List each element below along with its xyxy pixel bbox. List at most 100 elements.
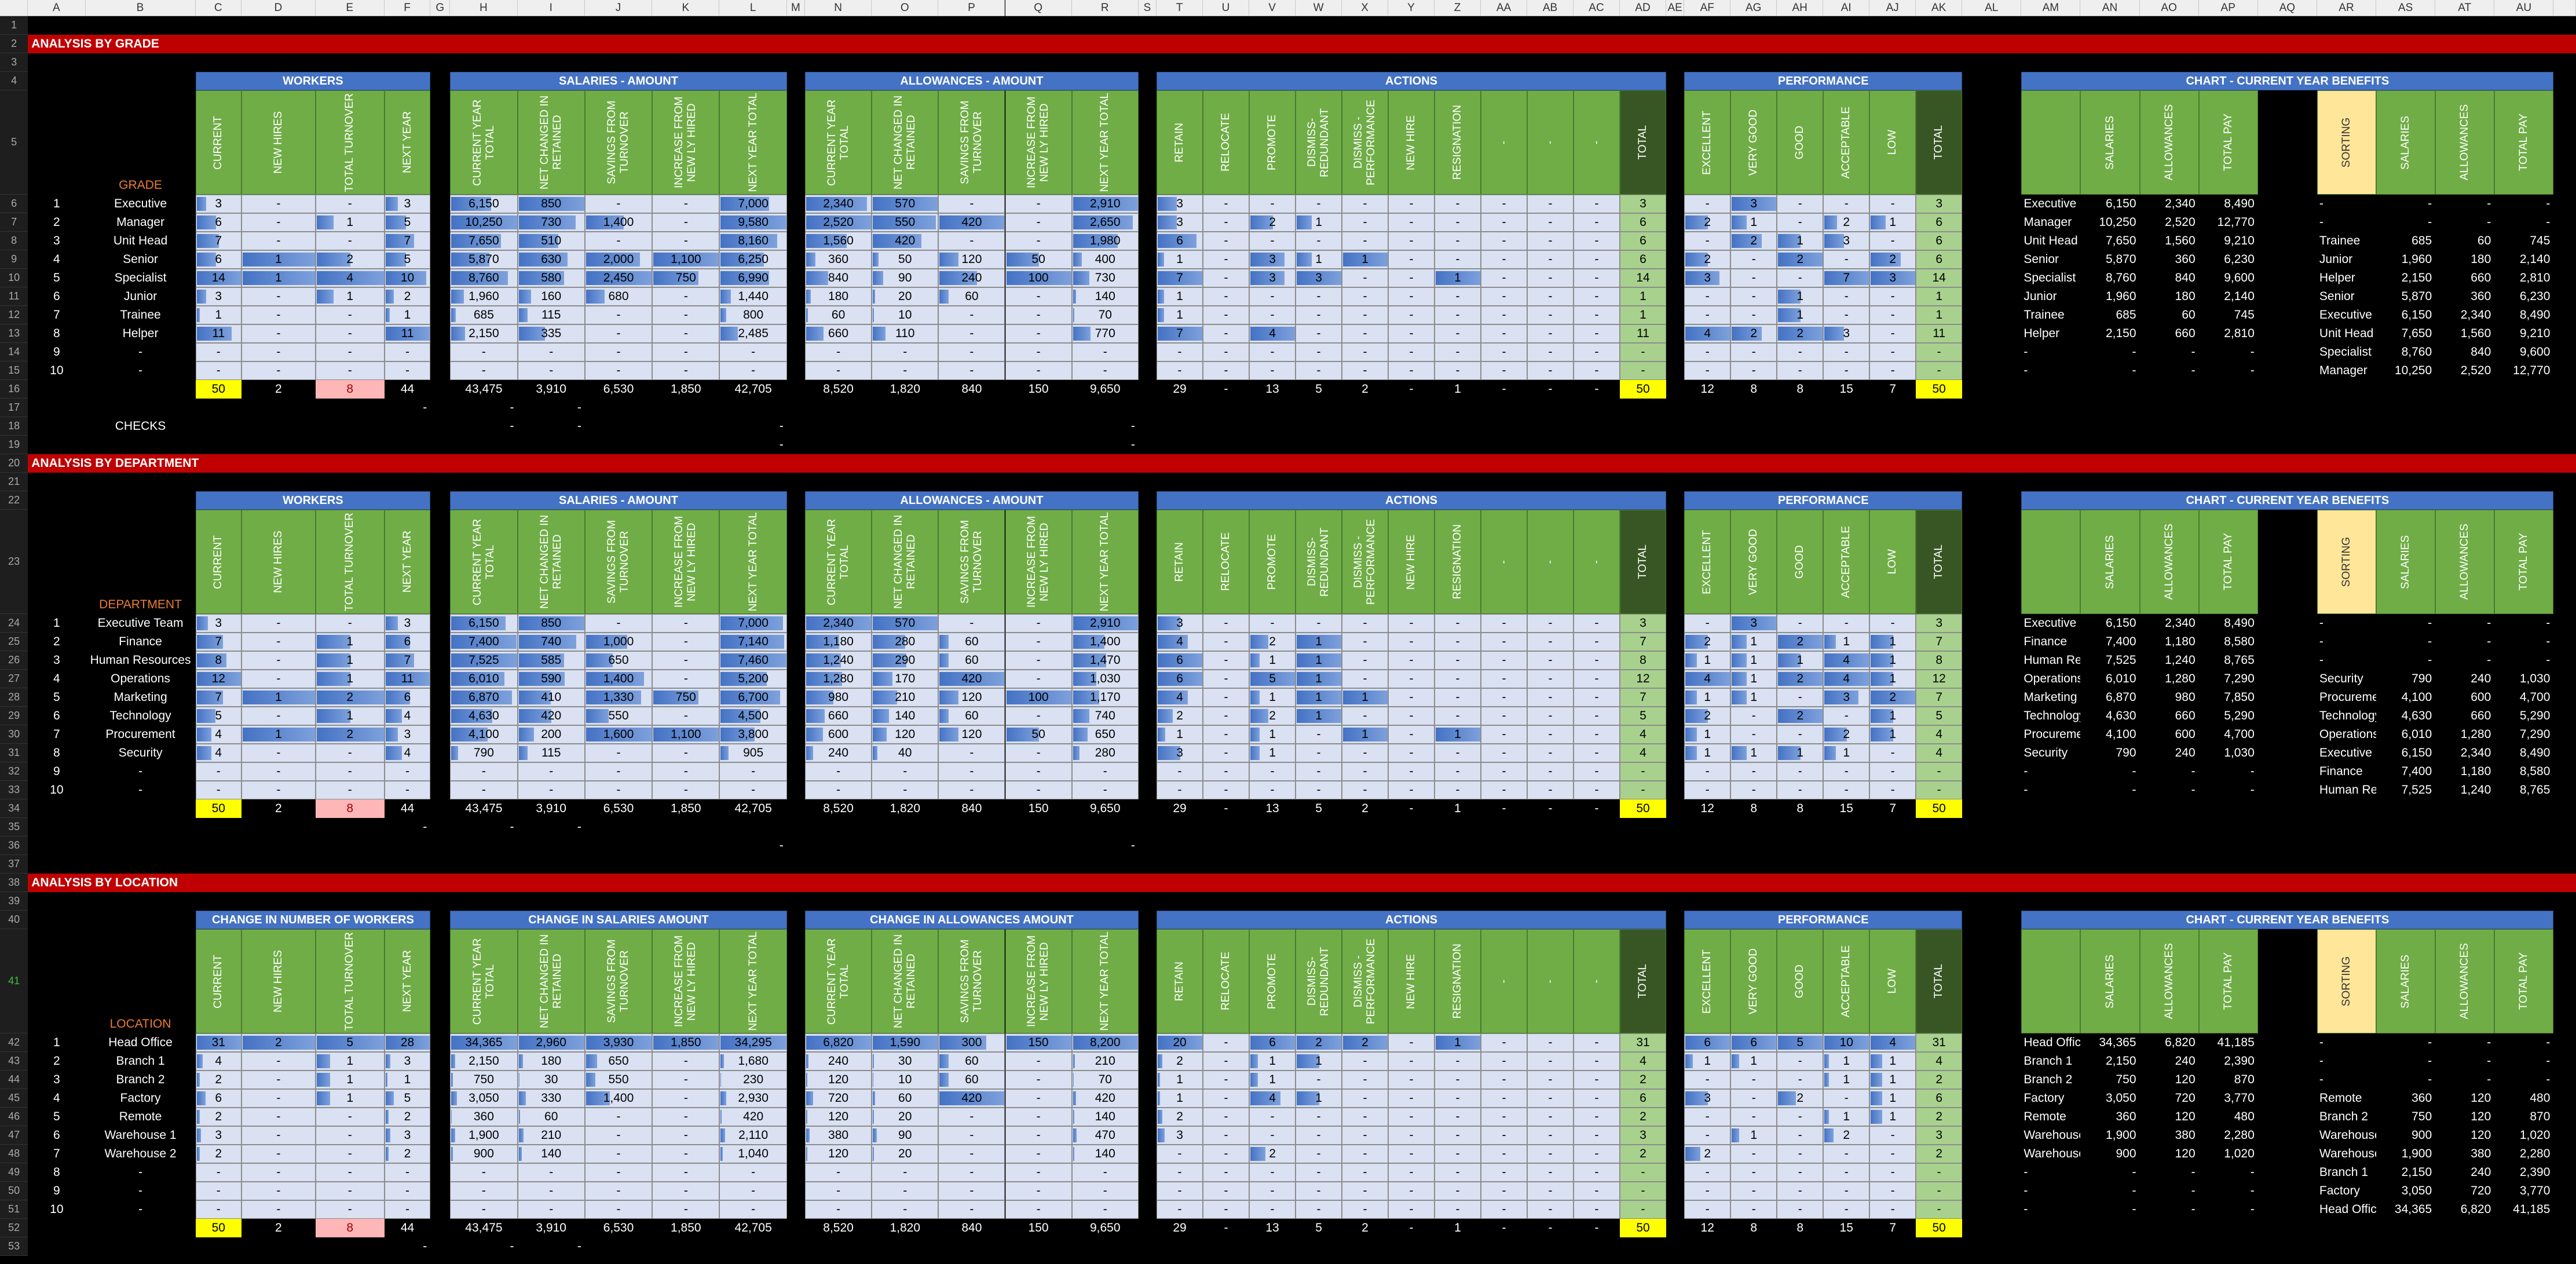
data-cell: -: [1620, 762, 1666, 781]
column-header: AU: [2494, 0, 2554, 16]
column-title: NEXT YEAR: [384, 510, 431, 614]
cell-value: 6: [1640, 1091, 1646, 1105]
data-cell: 20: [872, 1145, 939, 1163]
data-cell: -: [241, 1163, 316, 1182]
cell-value: 1: [1315, 653, 1322, 667]
data-cell: 2: [1777, 633, 1824, 651]
data-cell: -: [652, 1089, 720, 1108]
cell-value: 60: [965, 290, 979, 303]
cell-value: 200: [541, 728, 562, 741]
total-cell: 8: [1796, 1221, 1804, 1234]
sorted-cell: -: [2546, 1054, 2551, 1068]
cell-value: -: [1224, 691, 1228, 704]
cell-value: 1,000: [603, 635, 634, 648]
total-cell: 7: [1889, 802, 1897, 815]
cell-value: -: [616, 345, 621, 359]
data-cell: -: [450, 1182, 518, 1200]
data-cell: 410: [517, 688, 585, 707]
data-cell: -: [1730, 361, 1777, 380]
sorted-cell: 2,150: [2401, 271, 2432, 284]
column-title: DISMISS - PERFORMANCE: [1342, 90, 1389, 195]
data-bar: [196, 728, 212, 741]
data-bar: [316, 1073, 331, 1087]
cell-value: -: [1224, 271, 1228, 284]
chart-cell: 240: [2175, 1054, 2196, 1068]
cell-value: -: [616, 327, 621, 340]
cell-value: 6,150: [469, 616, 499, 630]
cell-value: 7: [1176, 327, 1183, 340]
cell-value: -: [1641, 783, 1645, 797]
data-cell: 2: [1684, 213, 1731, 232]
data-cell: 30: [517, 1071, 585, 1089]
data-bar: [939, 709, 949, 723]
data-cell: 11: [1916, 324, 1963, 343]
data-cell: 1: [1869, 1071, 1916, 1089]
data-bar: [1250, 271, 1285, 285]
cell-value: -: [1316, 746, 1321, 759]
cell-value: -: [1548, 364, 1553, 377]
data-cell: 2: [1777, 670, 1824, 688]
cell-value: 1: [1843, 1110, 1850, 1123]
cell-value: 1: [1750, 635, 1758, 648]
chart-cell: 8,580: [2224, 635, 2255, 648]
data-cell: -: [1481, 633, 1528, 651]
data-cell: -: [1203, 195, 1250, 213]
row-header: 31: [0, 744, 28, 762]
chart-cell: Head Office: [2024, 1036, 2081, 1049]
cell-value: -: [1502, 1166, 1506, 1179]
column-title: NEW HIRE: [1388, 929, 1435, 1033]
cell-value: -: [1641, 364, 1645, 377]
row-number: 10: [50, 364, 64, 377]
cell-value: -: [683, 746, 688, 759]
row-number: 6: [53, 290, 60, 303]
cell-value: -: [1455, 1184, 1460, 1197]
data-cell: -: [1574, 1126, 1620, 1145]
cell-value: -: [751, 1166, 756, 1179]
data-cell: 2: [1249, 633, 1296, 651]
cell-value: 6,990: [738, 271, 769, 284]
cell-value: 3: [215, 290, 222, 303]
data-cell: -: [719, 762, 787, 781]
column-title-text: DISMISS- REDUNDANT: [1306, 108, 1331, 177]
data-cell: -: [1574, 232, 1620, 250]
data-cell: 1: [1730, 651, 1777, 670]
cell-value: 2,520: [823, 215, 854, 229]
data-cell: 2: [1823, 725, 1870, 744]
cell-value: 2,340: [823, 616, 854, 630]
data-cell: 1,400: [584, 1089, 653, 1108]
column-title-text: CURRENT: [212, 954, 225, 1009]
cell-value: 1,280: [823, 672, 854, 685]
data-cell: 3: [195, 195, 241, 213]
data-cell: -: [1574, 1033, 1620, 1052]
cell-value: -: [1103, 345, 1107, 359]
data-cell: 1: [315, 213, 385, 232]
data-cell: 5,200: [719, 670, 787, 688]
column-title-text: NEXT YEAR TOTAL: [1099, 931, 1111, 1031]
data-cell: 4: [195, 725, 241, 744]
data-cell: -: [1869, 1182, 1916, 1200]
check-cell: -: [423, 401, 427, 414]
cell-value: -: [616, 1184, 621, 1197]
column-title: CURRENT: [195, 929, 241, 1033]
group-header: ALLOWANCES - AMOUNT: [805, 491, 1139, 510]
chart-cell: Warehouse 2: [2024, 1147, 2081, 1160]
cell-value: -: [969, 234, 974, 247]
total-cell: -: [1594, 382, 1599, 396]
cell-value: 3: [1176, 215, 1183, 229]
cell-value: 60: [965, 709, 979, 722]
cell-value: 2,910: [1089, 616, 1121, 630]
data-cell: -: [1342, 1126, 1389, 1145]
cell-value: -: [1316, 197, 1321, 210]
data-bar: [316, 709, 351, 723]
chart-cell: 7,850: [2224, 691, 2255, 704]
row-label: DEPARTMENT: [99, 598, 182, 611]
column-title-text: EXCELLENT: [1701, 949, 1714, 1014]
cell-value: -: [1224, 616, 1228, 630]
cell-value: -: [1455, 1128, 1460, 1142]
data-cell: 2: [1916, 1145, 1963, 1163]
row-name: -: [138, 345, 143, 359]
data-bar: [586, 1091, 610, 1105]
data-cell: 28: [384, 1033, 431, 1052]
data-bar: [873, 1036, 938, 1050]
cell-value: -: [1036, 635, 1041, 648]
